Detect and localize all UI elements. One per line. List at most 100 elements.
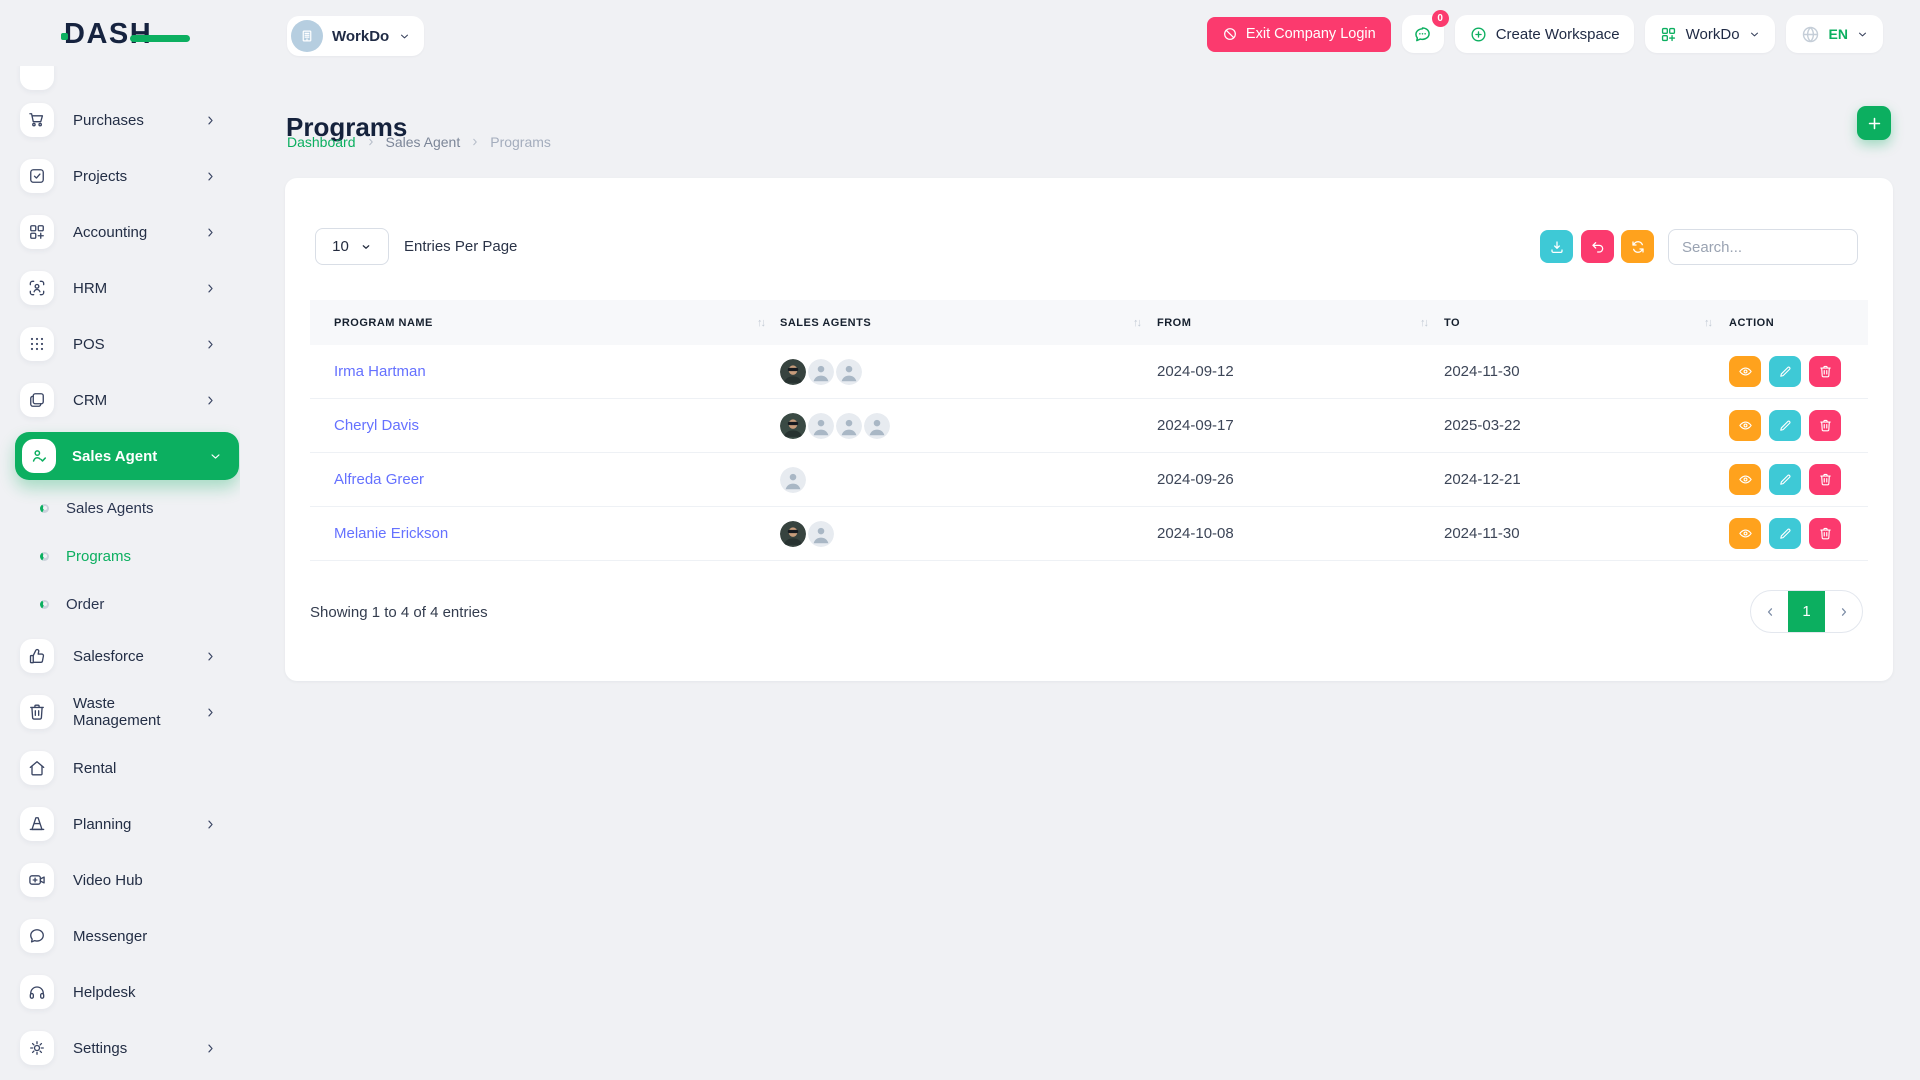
cone-icon	[20, 807, 54, 841]
language-label: EN	[1828, 26, 1848, 42]
sidebar-item-label: Messenger	[73, 927, 148, 945]
chevron-down-icon	[208, 449, 223, 464]
sidebar-item-crm[interactable]: CRM	[0, 372, 240, 428]
column-header-sales-agents[interactable]: SALES AGENTS	[780, 316, 872, 329]
column-header-to[interactable]: TO	[1444, 316, 1461, 329]
program-name-link[interactable]: Cheryl Davis	[334, 417, 420, 434]
delete-button[interactable]	[1809, 356, 1841, 387]
edit-button[interactable]	[1769, 356, 1801, 387]
edit-button[interactable]	[1769, 464, 1801, 495]
delete-button[interactable]	[1809, 518, 1841, 549]
table-row: Alfreda Greer 2024-09-26 2024-12-21	[310, 453, 1868, 507]
to-date: 2024-11-30	[1444, 363, 1520, 380]
sort-icon[interactable]: ↑↓	[757, 316, 766, 329]
edit-button[interactable]	[1769, 410, 1801, 441]
sidebar-item-accounting[interactable]: Accounting	[0, 204, 240, 260]
sidebar-item-pos[interactable]: POS	[0, 316, 240, 372]
current-page-button[interactable]: 1	[1788, 591, 1825, 632]
sidebar-item-planning[interactable]: Planning	[0, 796, 240, 852]
breadcrumb-dashboard-link[interactable]: Dashboard	[287, 134, 356, 150]
create-workspace-button[interactable]: Create Workspace	[1454, 15, 1634, 53]
table-row: Melanie Erickson 2024-10-08 2024-11-30	[310, 507, 1868, 561]
sidebar-item-settings[interactable]: Settings	[0, 1020, 240, 1076]
chevron-right-icon	[203, 225, 218, 240]
sidebar-item-rental[interactable]: Rental	[0, 740, 240, 796]
sidebar-subitem-programs[interactable]: Programs	[0, 532, 240, 580]
sidebar-item-sales-agent[interactable]: Sales Agent	[0, 428, 240, 484]
breadcrumb-separator-icon	[365, 136, 377, 148]
create-workspace-label: Create Workspace	[1495, 25, 1620, 43]
breadcrumb-sales-agent[interactable]: Sales Agent	[385, 134, 461, 150]
entries-per-page-select[interactable]: 10	[315, 228, 389, 265]
sidebar-subitem-sales-agents[interactable]: Sales Agents	[0, 484, 240, 532]
language-selector[interactable]: EN	[1785, 15, 1883, 53]
sidebar-item-label: CRM	[73, 391, 108, 409]
refresh-button[interactable]	[1621, 230, 1654, 263]
agent-avatar-placeholder	[780, 466, 806, 493]
sidebar-item-hrm[interactable]: HRM	[0, 260, 240, 316]
view-button[interactable]	[1729, 464, 1761, 495]
sidebar-subitem-order[interactable]: Order	[0, 580, 240, 628]
messages-button[interactable]: 0	[1401, 10, 1449, 53]
search-input[interactable]	[1668, 229, 1858, 265]
row-actions	[1729, 399, 1841, 452]
sidebar-item-video-hub[interactable]: Video Hub	[0, 852, 240, 908]
sidebar-item-helpdesk[interactable]: Helpdesk	[0, 964, 240, 1020]
program-name-link[interactable]: Irma Hartman	[334, 363, 426, 380]
to-date: 2024-12-21	[1444, 471, 1521, 488]
program-name-link[interactable]: Melanie Erickson	[334, 525, 449, 542]
workspace-switcher[interactable]: WorkDo	[287, 16, 425, 56]
view-button[interactable]	[1729, 410, 1761, 441]
sort-icon[interactable]: ↑↓	[1420, 316, 1429, 329]
eye-icon	[1738, 364, 1753, 379]
delete-button[interactable]	[1809, 410, 1841, 441]
column-header-action: ACTION	[1729, 316, 1775, 329]
programs-card: 10 Entries Per Page PROGRAM NAME ↑↓ SALE…	[285, 178, 1893, 681]
eye-icon	[1738, 472, 1753, 487]
column-header-from[interactable]: FROM	[1157, 316, 1192, 329]
sort-icon[interactable]: ↑↓	[1133, 316, 1142, 329]
previous-page-button[interactable]	[1751, 591, 1788, 632]
agent-avatar-placeholder	[864, 412, 890, 439]
exit-company-login-button[interactable]: Exit Company Login	[1206, 16, 1391, 52]
view-button[interactable]	[1729, 518, 1761, 549]
next-page-button[interactable]	[1825, 591, 1862, 632]
messages-badge: 0	[1431, 10, 1449, 27]
eye-icon	[1738, 418, 1753, 433]
eye-icon	[1738, 526, 1753, 541]
sidebar-item-label: Accounting	[73, 223, 148, 241]
program-name-link[interactable]: Alfreda Greer	[334, 471, 425, 488]
edit-button[interactable]	[1769, 518, 1801, 549]
entries-per-page-label: Entries Per Page	[404, 238, 518, 255]
view-button[interactable]	[1729, 356, 1761, 387]
cart-icon	[20, 103, 54, 137]
add-program-button[interactable]	[1857, 106, 1891, 140]
sidebar-item-label: Projects	[73, 167, 128, 185]
check-square-icon	[20, 159, 54, 193]
trash-icon	[1818, 472, 1833, 487]
sidebar-item-messenger[interactable]: Messenger	[0, 908, 240, 964]
to-date: 2025-03-22	[1444, 417, 1521, 434]
logo-text: DASH	[64, 18, 153, 50]
sidebar-item-projects[interactable]: Projects	[0, 148, 240, 204]
chat-icon	[20, 919, 54, 953]
workspace-menu-button[interactable]: WorkDo	[1644, 15, 1775, 53]
export-button[interactable]	[1540, 230, 1573, 263]
sidebar-item-purchases[interactable]: Purchases	[0, 92, 240, 148]
sidebar-item-label: Settings	[73, 1039, 128, 1057]
agent-avatar-photo	[780, 412, 806, 439]
sidebar-item-waste-management[interactable]: Waste Management	[0, 684, 240, 740]
refresh-icon	[1630, 239, 1646, 255]
sidebar-item-label: Rental	[73, 759, 117, 777]
sidebar-item-label: Helpdesk	[73, 983, 136, 1001]
column-header-program-name[interactable]: PROGRAM NAME	[334, 316, 433, 329]
sidebar-item-label: Salesforce	[73, 647, 144, 665]
globe-icon	[1800, 24, 1821, 45]
bullet-icon	[40, 551, 49, 561]
sidebar-item-salesforce[interactable]: Salesforce	[0, 628, 240, 684]
sidebar-item-label: Planning	[73, 815, 132, 833]
undo-icon	[1590, 239, 1606, 255]
reset-button[interactable]	[1581, 230, 1614, 263]
sort-icon[interactable]: ↑↓	[1704, 316, 1713, 329]
delete-button[interactable]	[1809, 464, 1841, 495]
